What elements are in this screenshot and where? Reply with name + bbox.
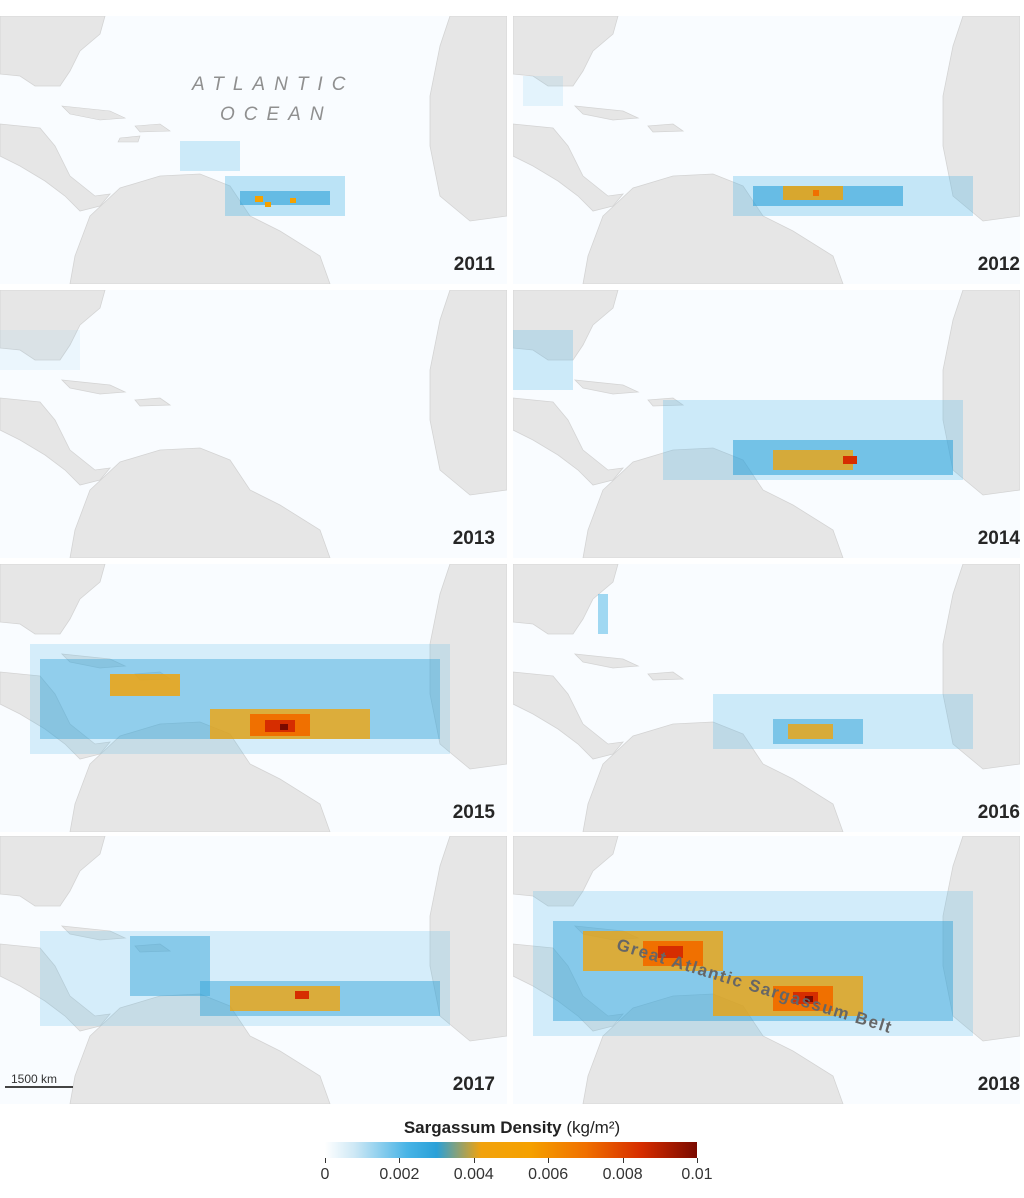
map-panel-2014: 2014: [513, 290, 1020, 558]
map-panel-2015: 2015: [0, 564, 507, 832]
ocean-label-line2: OCEAN: [220, 104, 333, 125]
map-panel-2012: 2012: [513, 16, 1020, 284]
legend-tick: [325, 1158, 326, 1163]
map-2015: [0, 564, 507, 832]
legend-tick-label: 0: [320, 1166, 330, 1183]
legend-tick: [473, 1158, 475, 1163]
year-label: 2016: [977, 802, 1020, 823]
map-2012: [513, 16, 1020, 284]
map-panel-2016: 2016: [513, 564, 1020, 832]
year-label: 2013: [452, 528, 495, 549]
map-2018: [513, 836, 1020, 1104]
map-panel-2018: 2018: [513, 836, 1020, 1104]
scale-line: [5, 1086, 73, 1088]
legend-tick-label: 0.008: [602, 1166, 643, 1183]
legend-tick-label: 0.002: [379, 1166, 420, 1183]
legend-tick: [399, 1158, 401, 1163]
ocean-label-line1: ATLANTIC: [192, 74, 355, 95]
legend-tick-label: 0.004: [453, 1166, 494, 1183]
year-label: 2015: [452, 802, 495, 823]
legend: Sargassum Density (kg/m²) 0 0.002 0.004 0.0…: [0, 1110, 1024, 1198]
legend-tick-label: 0.01: [681, 1166, 713, 1183]
map-2013: [0, 290, 507, 558]
map-2011: [0, 16, 507, 284]
map-2017: [0, 836, 507, 1104]
map-panel-2013: 2013: [0, 290, 507, 558]
legend-tick: [697, 1158, 698, 1163]
legend-title: Sargassum Density (kg/m²): [0, 1118, 1024, 1138]
legend-tick: [622, 1158, 624, 1163]
map-grid: 2011 2012: [0, 16, 1020, 1104]
year-label: 2011: [453, 254, 495, 275]
year-label: 2012: [977, 254, 1020, 275]
legend-tick: [548, 1158, 550, 1163]
year-label: 2017: [452, 1074, 495, 1095]
ocean-label: ATLANTIC OCEAN: [192, 70, 372, 130]
year-label: 2014: [977, 528, 1020, 549]
legend-unit: (kg/m²): [566, 1118, 621, 1137]
map-2014: [513, 290, 1020, 558]
year-label: 2018: [977, 1074, 1020, 1095]
map-panel-2011: 2011: [0, 16, 507, 284]
map-panel-2017: 2017: [0, 836, 507, 1104]
legend-title-text: Sargassum Density: [403, 1118, 562, 1137]
legend-tick-label: 0.006: [528, 1166, 569, 1183]
scale-label: 1500 km: [11, 1072, 58, 1086]
color-scale-bar: [325, 1142, 697, 1158]
map-2016: [513, 564, 1020, 832]
